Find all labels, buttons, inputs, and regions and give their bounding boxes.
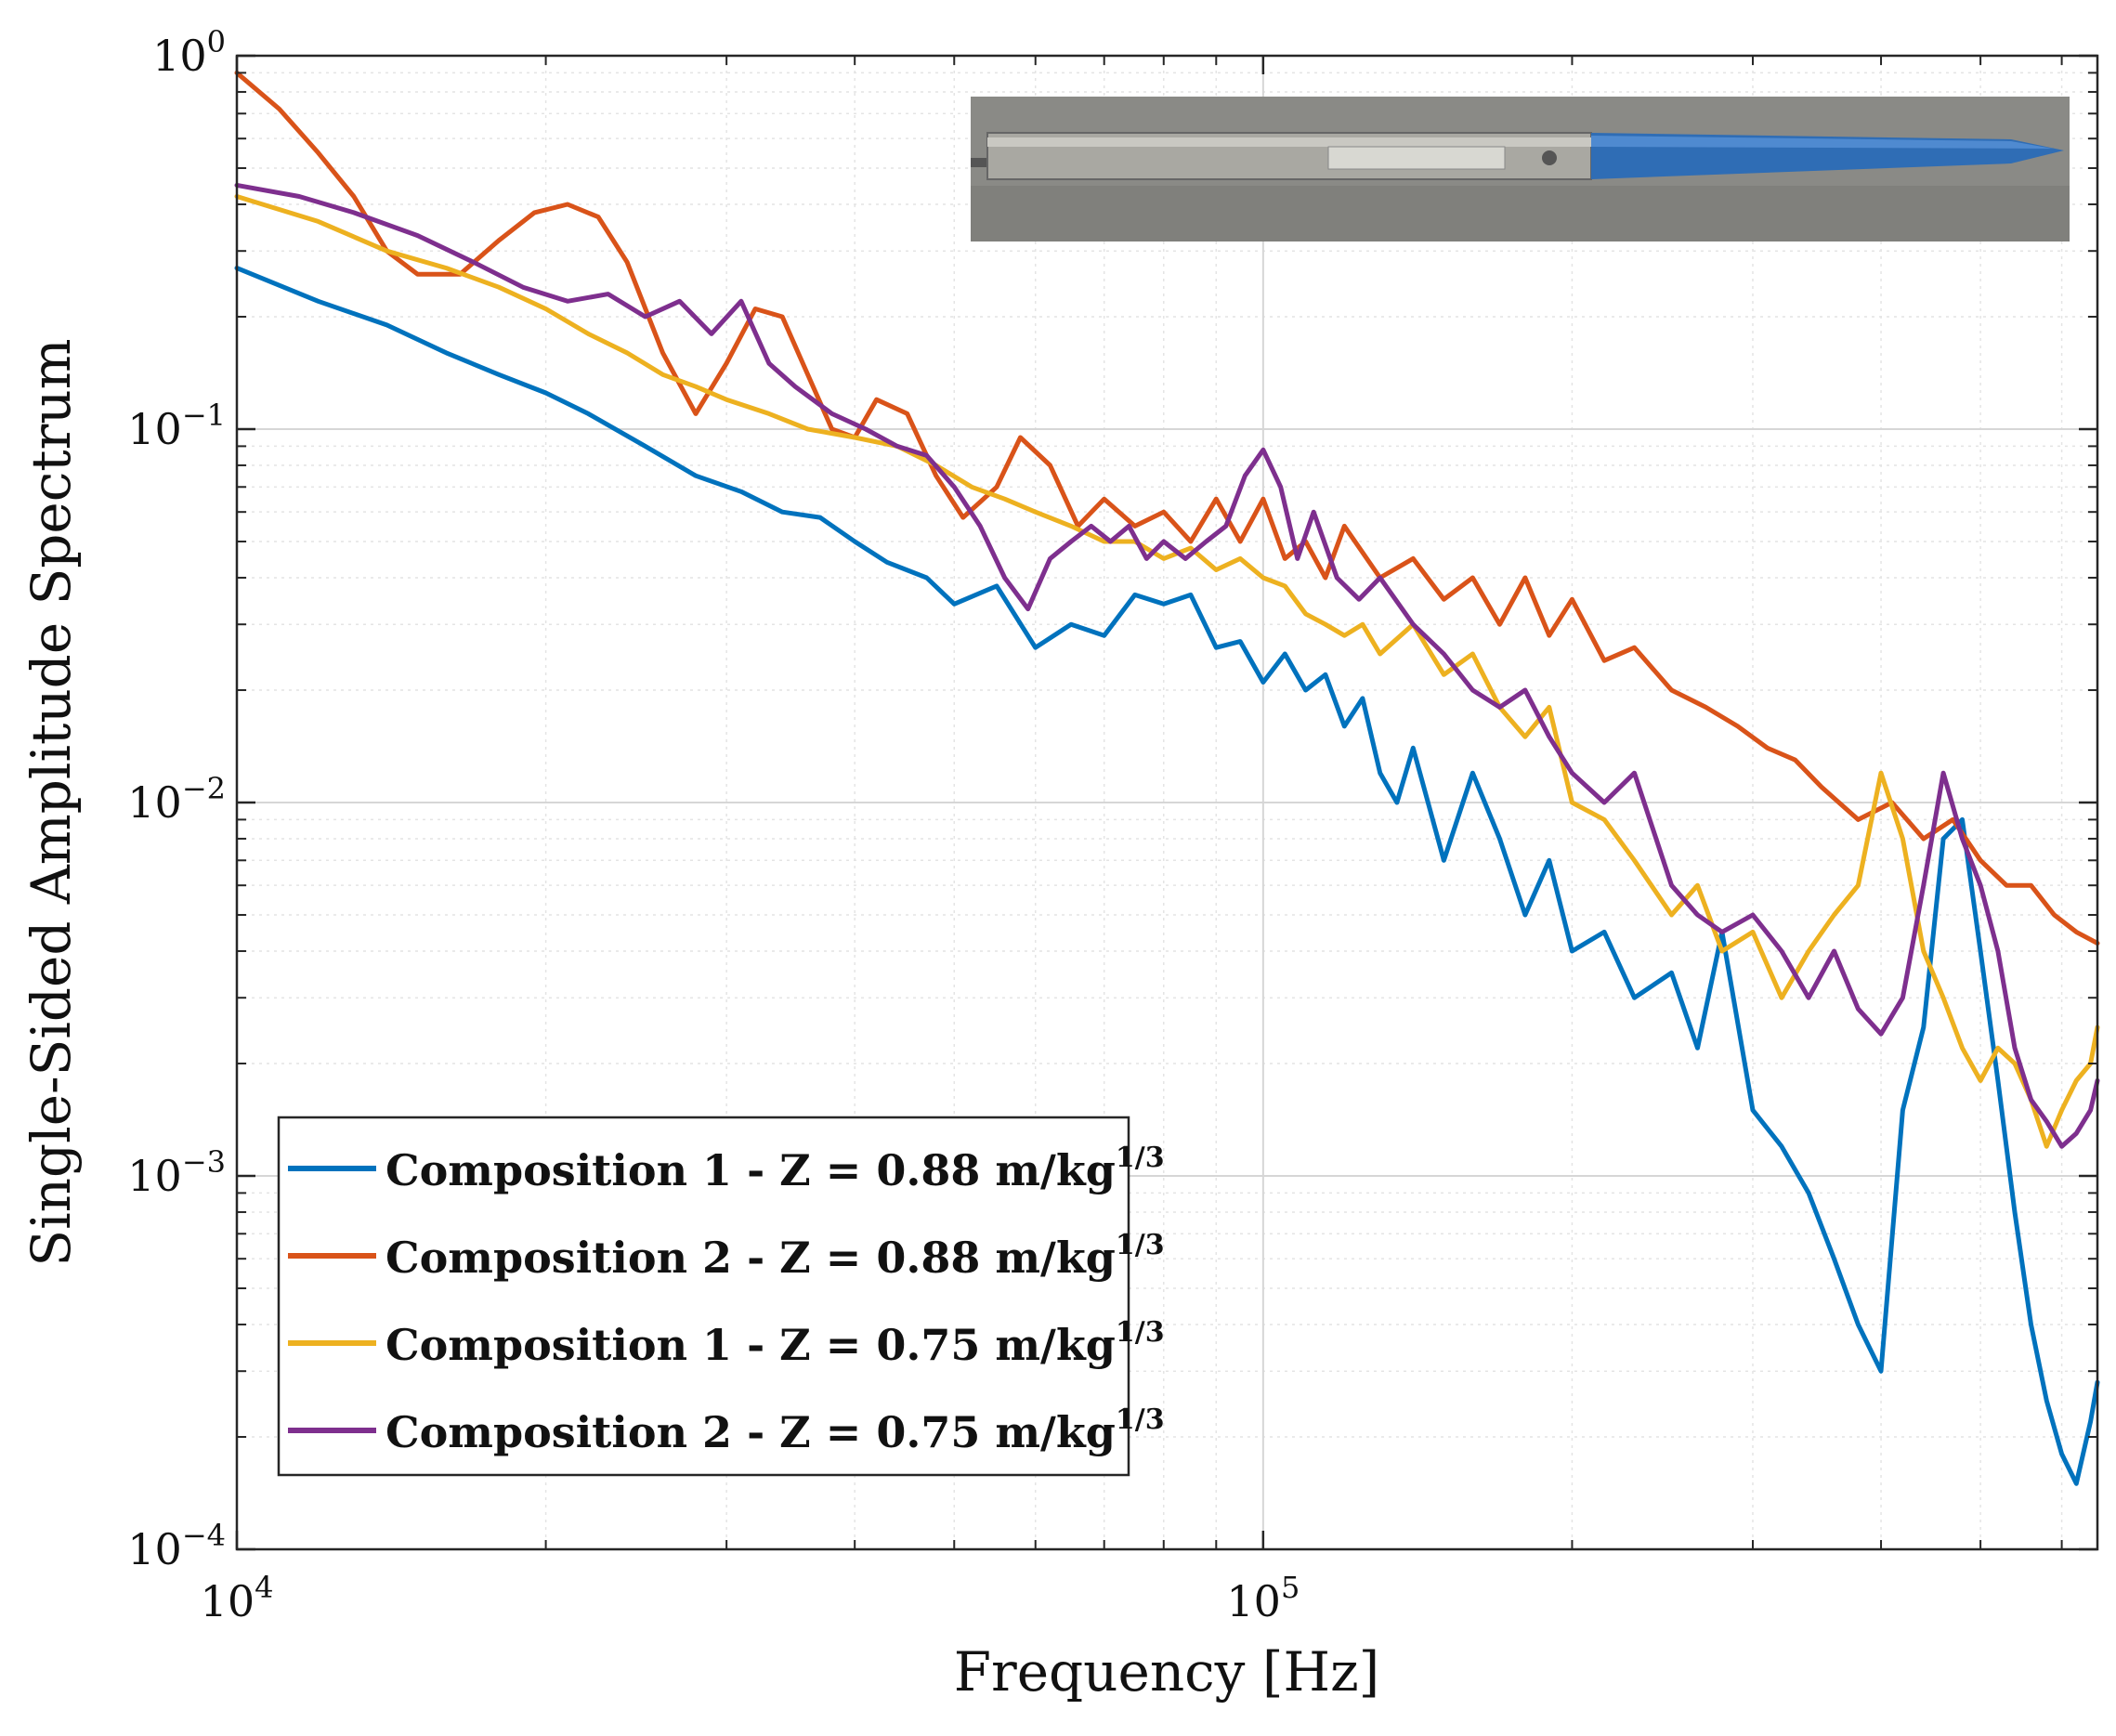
legend-label-3: Composition 2 - Z = 0.75 m/kg1/3	[385, 1403, 1165, 1457]
probe-label-sticker	[1327, 146, 1506, 170]
series-line-3	[234, 182, 2100, 1149]
y-tick-label: 100	[152, 24, 226, 81]
legend-entry: Composition 1 - Z = 0.75 m/kg1/3	[288, 1316, 1165, 1370]
legend-box	[277, 1116, 1130, 1477]
legend-label-2: Composition 1 - Z = 0.75 m/kg1/3	[385, 1316, 1165, 1370]
y-tick-label: 10−3	[127, 1144, 226, 1201]
legend-entry: Composition 1 - Z = 0.88 m/kg1/3	[288, 1142, 1165, 1195]
x-axis-label: Frequency [Hz]	[954, 1640, 1380, 1703]
legend-entry: Composition 2 - Z = 0.88 m/kg1/3	[288, 1229, 1165, 1283]
series-line-0	[234, 266, 2100, 1486]
series-line-1	[234, 70, 2100, 946]
probe-metal-highlight	[987, 137, 1591, 147]
x-tick-label: 104	[201, 1570, 274, 1626]
y-tick-label: 10−2	[127, 771, 226, 828]
inset-photo	[971, 97, 2070, 241]
legend-label-0: Composition 1 - Z = 0.88 m/kg1/3	[385, 1142, 1165, 1195]
probe-screw	[1542, 150, 1557, 165]
y-tick-label: 10−4	[127, 1518, 226, 1574]
photo-shadow	[971, 186, 2070, 241]
x-tick-label: 105	[1226, 1570, 1300, 1626]
probe-blue-highlight	[1591, 136, 2053, 149]
tick-labels: 104 105 100 10−1 10−2 10−3 10−4	[127, 24, 1300, 1626]
y-tick-label: 10−1	[127, 398, 226, 454]
series-layer	[234, 70, 2100, 1486]
legend-label-1: Composition 2 - Z = 0.88 m/kg1/3	[385, 1229, 1165, 1283]
tick-marks	[235, 54, 2097, 1551]
series-line-2	[234, 194, 2100, 1149]
y-axis-label: Single-Sided Amplitude Spectrum	[20, 338, 83, 1266]
probe-cable	[971, 158, 989, 167]
legend: Composition 1 - Z = 0.88 m/kg1/3 Composi…	[277, 1116, 1165, 1477]
legend-entry: Composition 2 - Z = 0.75 m/kg1/3	[288, 1403, 1165, 1457]
